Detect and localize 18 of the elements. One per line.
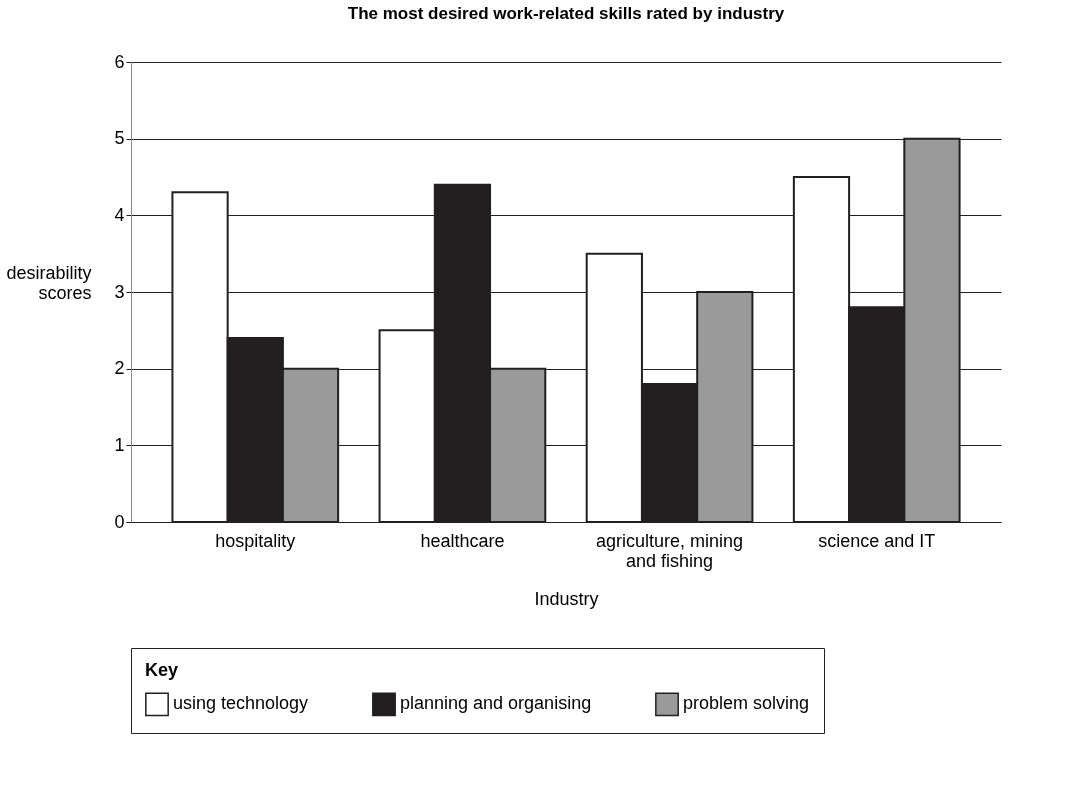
x-tick-label: science and IT [818, 530, 936, 551]
y-tick-label: 6 [114, 51, 125, 72]
x-tick-label: hospitality [215, 530, 296, 551]
legend-label: planning and organising [400, 693, 592, 714]
legend-label: using technology [173, 693, 309, 714]
x-tick-label: healthcare [420, 530, 505, 551]
y-tick-label: 1 [114, 434, 125, 455]
legend-title: Key [145, 660, 179, 680]
legend-label: problem solving [683, 693, 810, 714]
y-tick-label: 3 [114, 281, 125, 302]
x-tick-label: agriculture, mining and fishing [596, 530, 744, 571]
y-axis-title: desirability scores [6, 262, 92, 303]
y-tick-label: 0 [114, 511, 125, 532]
chart-title: The most desired work-related skills rated by industry [347, 4, 785, 23]
y-tick-label: 4 [114, 204, 125, 225]
x-axis-title: Industry [534, 588, 599, 609]
y-tick-label: 5 [114, 128, 125, 149]
y-tick-label: 2 [114, 358, 125, 379]
